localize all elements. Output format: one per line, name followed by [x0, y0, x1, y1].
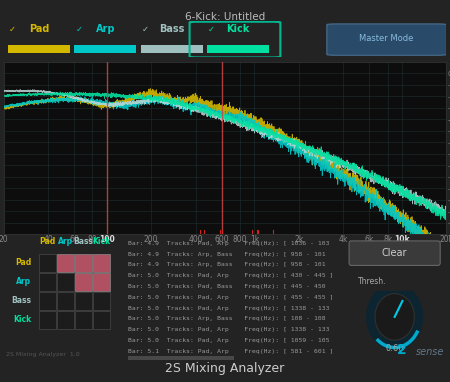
Bar [39, 311, 56, 329]
Text: Kick: Kick [14, 315, 32, 324]
Text: Arp: Arp [58, 237, 73, 246]
Bar [39, 273, 56, 291]
Bar [75, 254, 92, 272]
Bar [75, 292, 92, 309]
Text: ✓: ✓ [76, 24, 82, 34]
Bar [57, 311, 74, 329]
Text: 2: 2 [397, 343, 407, 357]
Bar [93, 254, 110, 272]
Text: Arp: Arp [16, 277, 32, 286]
Text: Bass: Bass [74, 237, 94, 246]
Bar [57, 254, 74, 272]
Bar [93, 292, 110, 309]
Text: Bar: 4.9  Tracks: Arp, Bass   Freq(Hz): [ 958 - 101: Bar: 4.9 Tracks: Arp, Bass Freq(Hz): [ 9… [128, 252, 325, 257]
Text: Bar: 5.0  Tracks: Pad, Arp    Freq(Hz): [ 1338 - 133: Bar: 5.0 Tracks: Pad, Arp Freq(Hz): [ 13… [128, 327, 329, 332]
Bar [8, 45, 70, 53]
Text: 2S Mixing Analyzer: 2S Mixing Analyzer [166, 362, 284, 375]
Bar [93, 311, 110, 329]
Text: Kick: Kick [227, 24, 250, 34]
Text: Bar: 5.0  Tracks: Pad, Arp    Freq(Hz): [ 1338 - 133: Bar: 5.0 Tracks: Pad, Arp Freq(Hz): [ 13… [128, 306, 329, 311]
Text: 6-Kick: Untitled: 6-Kick: Untitled [185, 12, 265, 22]
FancyBboxPatch shape [327, 24, 446, 55]
Text: Bar: 5.0  Tracks: Arp, Bass   Freq(Hz): [ 108 - 108: Bar: 5.0 Tracks: Arp, Bass Freq(Hz): [ 1… [128, 316, 325, 321]
Text: Bar: 4.9  Tracks: Arp, Bass   Freq(Hz): [ 958 - 101: Bar: 4.9 Tracks: Arp, Bass Freq(Hz): [ 9… [128, 262, 325, 267]
Text: Pad: Pad [40, 237, 56, 246]
Text: Bar: 5.0  Tracks: Pad, Bass   Freq(Hz): [ 445 - 450: Bar: 5.0 Tracks: Pad, Bass Freq(Hz): [ 4… [128, 284, 325, 289]
Text: ✓: ✓ [142, 24, 149, 34]
Bar [93, 273, 110, 291]
Text: 0.60: 0.60 [385, 344, 404, 353]
Bar [75, 273, 92, 291]
Text: Bar: 5.0  Tracks: Pad, Arp    Freq(Hz): [ 455 - 455 ]: Bar: 5.0 Tracks: Pad, Arp Freq(Hz): [ 45… [128, 295, 333, 300]
Text: Pad: Pad [15, 258, 32, 267]
Circle shape [375, 294, 414, 340]
Bar [207, 45, 269, 53]
Bar [74, 45, 136, 53]
Text: Bar: 4.9  Tracks: Pad, Arp    Freq(Hz): [ 1036 - 103: Bar: 4.9 Tracks: Pad, Arp Freq(Hz): [ 10… [128, 241, 329, 246]
Text: Master Mode: Master Mode [360, 34, 414, 43]
Text: sense: sense [416, 347, 444, 357]
Text: Kick: Kick [93, 237, 111, 246]
Bar [57, 273, 74, 291]
Bar [141, 45, 203, 53]
Text: Bass: Bass [159, 24, 184, 34]
Bar [128, 356, 234, 360]
Text: ✓: ✓ [208, 24, 215, 34]
Polygon shape [367, 291, 423, 350]
Text: Bass: Bass [12, 296, 32, 305]
Text: 2S Mixing Analyzer  1.0: 2S Mixing Analyzer 1.0 [6, 352, 80, 357]
Text: Bar: 5.0  Tracks: Pad, Arp    Freq(Hz): [ 1059 - 105: Bar: 5.0 Tracks: Pad, Arp Freq(Hz): [ 10… [128, 338, 329, 343]
Bar [57, 292, 74, 309]
FancyBboxPatch shape [349, 241, 440, 265]
Text: Bar: 5.0  Tracks: Pad, Arp    Freq(Hz): [ 430 - 445 ]: Bar: 5.0 Tracks: Pad, Arp Freq(Hz): [ 43… [128, 273, 333, 278]
Text: Pad: Pad [29, 24, 49, 34]
Text: Arp: Arp [96, 24, 115, 34]
Bar [39, 292, 56, 309]
Bar [75, 311, 92, 329]
Text: ✓: ✓ [9, 24, 16, 34]
Bar [39, 254, 56, 272]
Text: Thresh.: Thresh. [358, 277, 387, 286]
Text: Bar: 5.1  Tracks: Pad, Arp    Freq(Hz): [ 581 - 601 ]: Bar: 5.1 Tracks: Pad, Arp Freq(Hz): [ 58… [128, 349, 333, 354]
Text: Clear: Clear [382, 248, 407, 258]
